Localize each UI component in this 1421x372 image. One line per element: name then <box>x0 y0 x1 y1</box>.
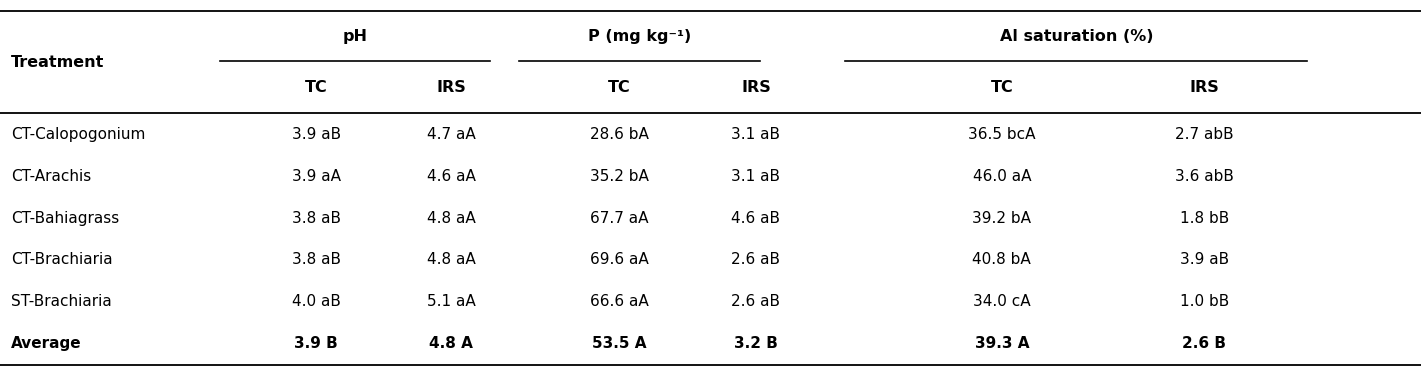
Text: 46.0 aA: 46.0 aA <box>972 169 1032 184</box>
Text: 69.6 aA: 69.6 aA <box>590 253 649 267</box>
Text: 4.6 aB: 4.6 aB <box>732 211 780 225</box>
Text: 40.8 bA: 40.8 bA <box>972 253 1032 267</box>
Text: Al saturation (%): Al saturation (%) <box>999 29 1154 44</box>
Text: 2.6 aB: 2.6 aB <box>732 294 780 309</box>
Text: 67.7 aA: 67.7 aA <box>590 211 649 225</box>
Text: 39.3 A: 39.3 A <box>975 336 1029 351</box>
Text: 66.6 aA: 66.6 aA <box>590 294 649 309</box>
Text: 28.6 bA: 28.6 bA <box>590 127 649 142</box>
Text: 35.2 bA: 35.2 bA <box>590 169 649 184</box>
Text: Average: Average <box>11 336 82 351</box>
Text: 3.9 B: 3.9 B <box>294 336 338 351</box>
Text: 4.0 aB: 4.0 aB <box>291 294 341 309</box>
Text: IRS: IRS <box>742 80 770 95</box>
Text: Treatment: Treatment <box>11 55 105 70</box>
Text: TC: TC <box>990 80 1013 95</box>
Text: 53.5 A: 53.5 A <box>593 336 647 351</box>
Text: CT-Calopogonium: CT-Calopogonium <box>11 127 146 142</box>
Text: 3.2 B: 3.2 B <box>735 336 777 351</box>
Text: 4.8 aA: 4.8 aA <box>426 253 476 267</box>
Text: 2.6 B: 2.6 B <box>1182 336 1226 351</box>
Text: 3.8 aB: 3.8 aB <box>291 211 341 225</box>
Text: TC: TC <box>608 80 631 95</box>
Text: 1.8 bB: 1.8 bB <box>1179 211 1229 225</box>
Text: CT-Arachis: CT-Arachis <box>11 169 91 184</box>
Text: 3.1 aB: 3.1 aB <box>732 127 780 142</box>
Text: pH: pH <box>342 29 368 44</box>
Text: 3.9 aB: 3.9 aB <box>1179 253 1229 267</box>
Text: 36.5 bcA: 36.5 bcA <box>968 127 1036 142</box>
Text: 39.2 bA: 39.2 bA <box>972 211 1032 225</box>
Text: 4.8 A: 4.8 A <box>429 336 473 351</box>
Text: 4.8 aA: 4.8 aA <box>426 211 476 225</box>
Text: 2.7 abB: 2.7 abB <box>1175 127 1233 142</box>
Text: IRS: IRS <box>1189 80 1219 95</box>
Text: 1.0 bB: 1.0 bB <box>1179 294 1229 309</box>
Text: 3.1 aB: 3.1 aB <box>732 169 780 184</box>
Text: 4.6 aA: 4.6 aA <box>426 169 476 184</box>
Text: TC: TC <box>304 80 328 95</box>
Text: 3.8 aB: 3.8 aB <box>291 253 341 267</box>
Text: 3.9 aA: 3.9 aA <box>291 169 341 184</box>
Text: 5.1 aA: 5.1 aA <box>426 294 476 309</box>
Text: CT-Bahiagrass: CT-Bahiagrass <box>11 211 119 225</box>
Text: ST-Brachiaria: ST-Brachiaria <box>11 294 112 309</box>
Text: 3.9 aB: 3.9 aB <box>291 127 341 142</box>
Text: CT-Brachiaria: CT-Brachiaria <box>11 253 114 267</box>
Text: 3.6 abB: 3.6 abB <box>1175 169 1233 184</box>
Text: 4.7 aA: 4.7 aA <box>426 127 476 142</box>
Text: P (mg kg⁻¹): P (mg kg⁻¹) <box>588 29 691 44</box>
Text: IRS: IRS <box>436 80 466 95</box>
Text: 2.6 aB: 2.6 aB <box>732 253 780 267</box>
Text: 34.0 cA: 34.0 cA <box>973 294 1030 309</box>
